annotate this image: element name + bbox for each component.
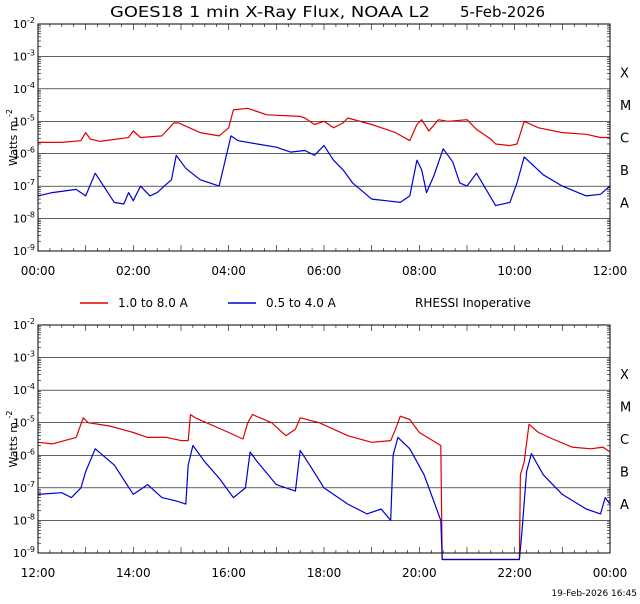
y-axis-label: Watts m -2 (5, 109, 20, 166)
y-tick-label: 10-2 (13, 317, 35, 332)
flare-class-label: X (620, 67, 629, 82)
x-tick-label: 00:00 (21, 264, 56, 278)
y-tick-label: 10-9 (13, 545, 35, 560)
flare-class-label: M (620, 400, 631, 415)
flare-class-label: A (620, 196, 629, 211)
x-tick-label: 22:00 (497, 566, 532, 580)
y-tick-label: 10-5 (13, 415, 35, 430)
flare-class-label: B (620, 466, 629, 481)
footer-timestamp: 19-Feb-2026 16:45 (551, 589, 637, 599)
y-tick-label: 10-4 (13, 382, 35, 397)
x-tick-label: 06:00 (307, 264, 342, 278)
y-axis-label: Watts m -2 (5, 411, 20, 468)
y-tick-label: 10-3 (13, 350, 35, 365)
series-long-line (37, 414, 611, 561)
x-tick-label: 20:00 (402, 566, 437, 580)
y-tick-label: 10-7 (13, 480, 35, 495)
x-tick-label: 18:00 (307, 566, 342, 580)
plot-frame (37, 23, 611, 252)
y-tick-label: 10-6 (13, 447, 35, 462)
series-short-line (37, 436, 611, 561)
y-tick-label: 10-6 (13, 146, 35, 161)
rhessi-note: RHESSI Inoperative (415, 296, 531, 310)
series-long-line (38, 107, 610, 147)
y-tick-label: 10-4 (13, 81, 35, 96)
y-tick-label: 10-8 (13, 512, 35, 527)
flare-class-label: X (620, 368, 629, 383)
x-tick-label: 14:00 (116, 566, 151, 580)
y-tick-label: 10-7 (13, 178, 35, 193)
x-tick-label: 16:00 (211, 566, 246, 580)
x-tick-label: 12:00 (21, 566, 56, 580)
flare-class-label: C (620, 433, 629, 448)
legend-long-label: 1.0 to 8.0 A (118, 296, 189, 310)
plot-frame (37, 324, 611, 554)
series-short-line (37, 135, 611, 207)
x-tick-label: 12:00 (593, 264, 628, 278)
flare-class-label: C (620, 132, 629, 147)
bottom-panel: 10-2 10-3 10-4 10-5 10-6 10-7 10-8 10-9 Watts m … (5, 317, 631, 580)
flare-class-label: B (620, 164, 629, 179)
x-tick-label: 00:00 (593, 566, 628, 580)
top-panel: 10-2 10-3 10-4 10-5 10-6 10-7 10-8 10-9 Watts m … (5, 16, 631, 278)
y-tick-label: 10-2 (13, 16, 35, 31)
y-tick-label: 10-5 (13, 113, 35, 128)
x-tick-label: 04:00 (211, 264, 246, 278)
legend-short-label: 0.5 to 4.0 A (266, 296, 337, 310)
legend: 1.0 to 8.0 A 0.5 to 4.0 A RHESSI Inopera… (80, 296, 531, 310)
y-tick-label: 10-3 (13, 48, 35, 63)
flare-class-label: M (620, 99, 631, 114)
chart-date: 5-Feb-2026 (460, 3, 545, 21)
chart-title: GOES18 1 min X-Ray Flux, NOAA L2 (110, 3, 430, 21)
x-tick-label: 10:00 (497, 264, 532, 278)
flare-class-label: A (620, 498, 629, 513)
x-tick-label: 02:00 (116, 264, 151, 278)
y-tick-label: 10-8 (13, 211, 35, 226)
x-tick-label: 08:00 (402, 264, 437, 278)
y-tick-label: 10-9 (13, 243, 35, 258)
